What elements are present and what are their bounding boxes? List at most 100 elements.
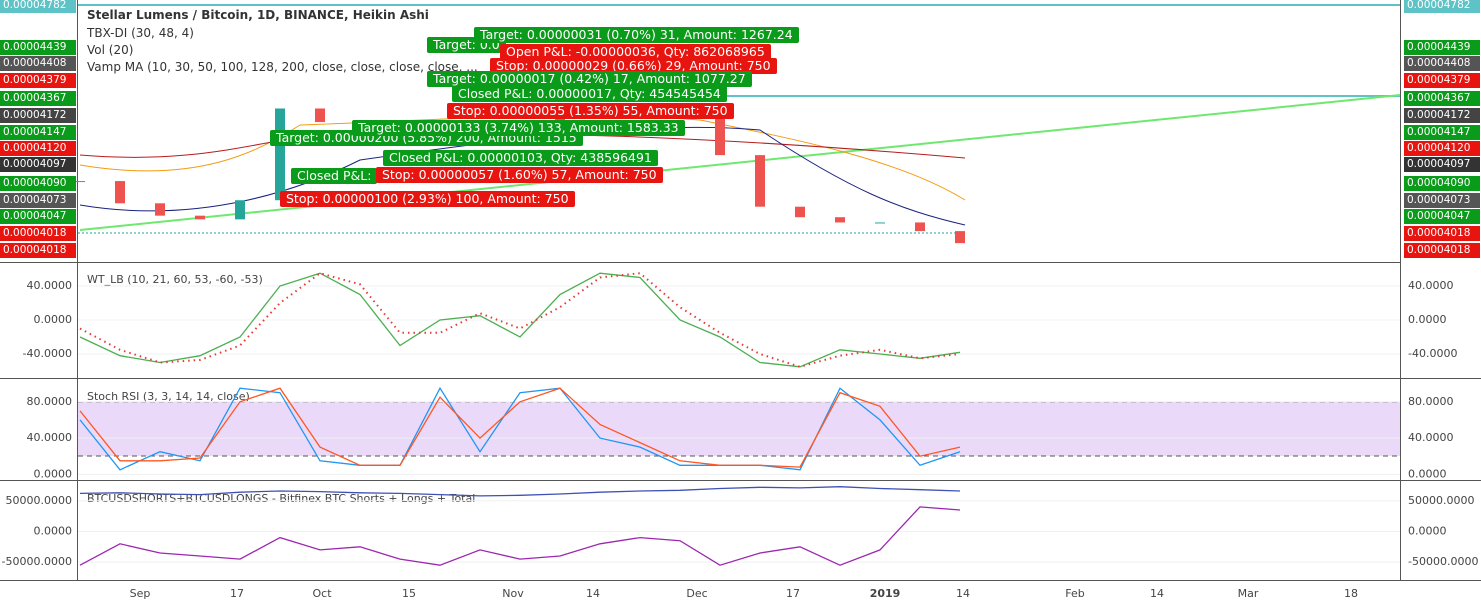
- y-tick-label: 0.0000: [34, 467, 73, 480]
- x-tick-label: 2019: [870, 587, 901, 600]
- candle: [235, 200, 245, 220]
- x-tick-label: 15: [402, 587, 416, 600]
- panel-title: BTCUSDSHORTS+BTCUSDLONGS - Bitfinex BTC …: [87, 492, 475, 505]
- candle: [755, 155, 765, 207]
- candle: [115, 181, 125, 204]
- y-tick-label: -40.0000: [1408, 347, 1457, 360]
- candle: [715, 113, 725, 156]
- price-label: 0.00004018: [0, 226, 76, 241]
- y-tick-label: 40.0000: [27, 431, 73, 444]
- price-label: 0.00004090: [0, 176, 76, 191]
- y-tick-label: 0.0000: [1408, 524, 1447, 537]
- price-label: 0.00004367: [0, 91, 76, 106]
- y-tick-label: 50000.0000: [6, 494, 72, 507]
- indicator-line: [79, 387, 961, 468]
- candle: [315, 108, 325, 123]
- price-label: 0.00004367: [1404, 91, 1480, 106]
- price-label: 0.00004379: [0, 73, 76, 88]
- trade-label: Target: 0.00000133 (3.74%) 133, Amount: …: [352, 120, 685, 136]
- trend-line: [79, 94, 1401, 231]
- candle: [155, 203, 165, 216]
- y-tick-label: 0.0000: [34, 313, 73, 326]
- x-tick-label: 17: [786, 587, 800, 600]
- x-tick-label: Nov: [502, 587, 524, 600]
- y-tick-label: 0.0000: [34, 524, 73, 537]
- price-label: 0.00004147: [1404, 125, 1480, 140]
- indicator-label: TBX-DI (30, 48, 4): [87, 26, 194, 40]
- trade-label: Target: 0.00000017 (0.42%) 17, Amount: 1…: [427, 71, 752, 87]
- x-tick-label: 14: [586, 587, 600, 600]
- x-tick-label: Dec: [686, 587, 707, 600]
- x-tick-label: Oct: [312, 587, 332, 600]
- candle: [835, 217, 845, 223]
- candle: [875, 222, 885, 224]
- indicator-line: [79, 272, 961, 368]
- indicator-line: [79, 486, 961, 497]
- price-label: 0.00004073: [1404, 193, 1480, 208]
- price-label: 0.00004379: [1404, 73, 1480, 88]
- x-tick-label: 14: [1150, 587, 1164, 600]
- x-tick-label: 14: [956, 587, 970, 600]
- price-label: 0.00004047: [1404, 209, 1480, 224]
- y-tick-label: 80.0000: [27, 395, 73, 408]
- price-label: 0.00004782: [0, 0, 76, 13]
- trade-label: Open P&L: -0.00000036, Qty: 862068965: [500, 44, 771, 60]
- price-label: 0.00004439: [0, 40, 76, 55]
- y-tick-label: -50000.0000: [2, 555, 72, 568]
- y-tick-label: 0.0000: [1408, 467, 1447, 480]
- x-tick-label: 18: [1344, 587, 1358, 600]
- y-tick-label: 80.0000: [1408, 395, 1454, 408]
- price-label: 0.00004172: [0, 108, 76, 123]
- candle: [275, 108, 285, 201]
- price-label: 0.00004147: [0, 125, 76, 140]
- grid: [0, 0, 1481, 581]
- candle: [195, 215, 205, 220]
- price-label: 0.00004408: [0, 56, 76, 71]
- x-tick-label: Feb: [1065, 587, 1084, 600]
- price-label: 0.00004097: [1404, 157, 1480, 172]
- trade-label: Target: 0.00000031 (0.70%) 31, Amount: 1…: [474, 27, 799, 43]
- price-label: 0.00004047: [0, 209, 76, 224]
- panel-title: WT_LB (10, 21, 60, 53, -60, -53): [87, 273, 263, 286]
- price-label: 0.00004120: [1404, 141, 1480, 156]
- y-tick-label: 40.0000: [1408, 431, 1454, 444]
- trade-label: Stop: 0.00000029 (0.66%) 29, Amount: 750: [490, 58, 777, 74]
- price-label: 0.00004097: [0, 157, 76, 172]
- price-label: 0.00004782: [1404, 0, 1480, 13]
- trade-label: Closed P&L:: [291, 168, 378, 184]
- stoch-band: [78, 402, 1400, 456]
- panel-title: Stoch RSI (3, 3, 14, 14, close): [87, 390, 250, 403]
- y-tick-label: -50000.0000: [1408, 555, 1478, 568]
- price-label: 0.00004120: [0, 141, 76, 156]
- y-tick-label: 0.0000: [1408, 313, 1447, 326]
- y-tick-label: -40.0000: [23, 347, 72, 360]
- price-label: 0.00004090: [1404, 176, 1480, 191]
- price-label: 0.00004018: [0, 243, 76, 258]
- price-label: 0.00004018: [1404, 243, 1480, 258]
- price-label: 0.00004172: [1404, 108, 1480, 123]
- x-tick-label: Sep: [130, 587, 151, 600]
- indicator-line: [79, 506, 961, 566]
- chart-title: Stellar Lumens / Bitcoin, 1D, BINANCE, H…: [87, 8, 429, 22]
- x-tick-label: Mar: [1238, 587, 1259, 600]
- indicator-label: Vamp MA (10, 30, 50, 100, 128, 200, clos…: [87, 60, 478, 74]
- price-label: 0.00004073: [0, 193, 76, 208]
- price-label: 0.00004408: [1404, 56, 1480, 71]
- x-tick-label: 17: [230, 587, 244, 600]
- candle: [795, 206, 805, 218]
- trade-label: Stop: 0.00000100 (2.93%) 100, Amount: 75…: [280, 191, 575, 207]
- candle: [75, 181, 85, 183]
- price-label: 0.00004439: [1404, 40, 1480, 55]
- trade-label: Closed P&L: 0.00000017, Qty: 454545454: [452, 86, 727, 102]
- y-tick-label: 40.0000: [27, 279, 73, 292]
- candle: [955, 231, 965, 244]
- trade-label: Stop: 0.00000055 (1.35%) 55, Amount: 750: [447, 103, 734, 119]
- y-tick-label: 50000.0000: [1408, 494, 1474, 507]
- candle: [915, 222, 925, 232]
- indicator-label: Vol (20): [87, 43, 134, 57]
- price-label: 0.00004018: [1404, 226, 1480, 241]
- y-tick-label: 40.0000: [1408, 279, 1454, 292]
- trade-label: Closed P&L: 0.00000103, Qty: 438596491: [383, 150, 658, 166]
